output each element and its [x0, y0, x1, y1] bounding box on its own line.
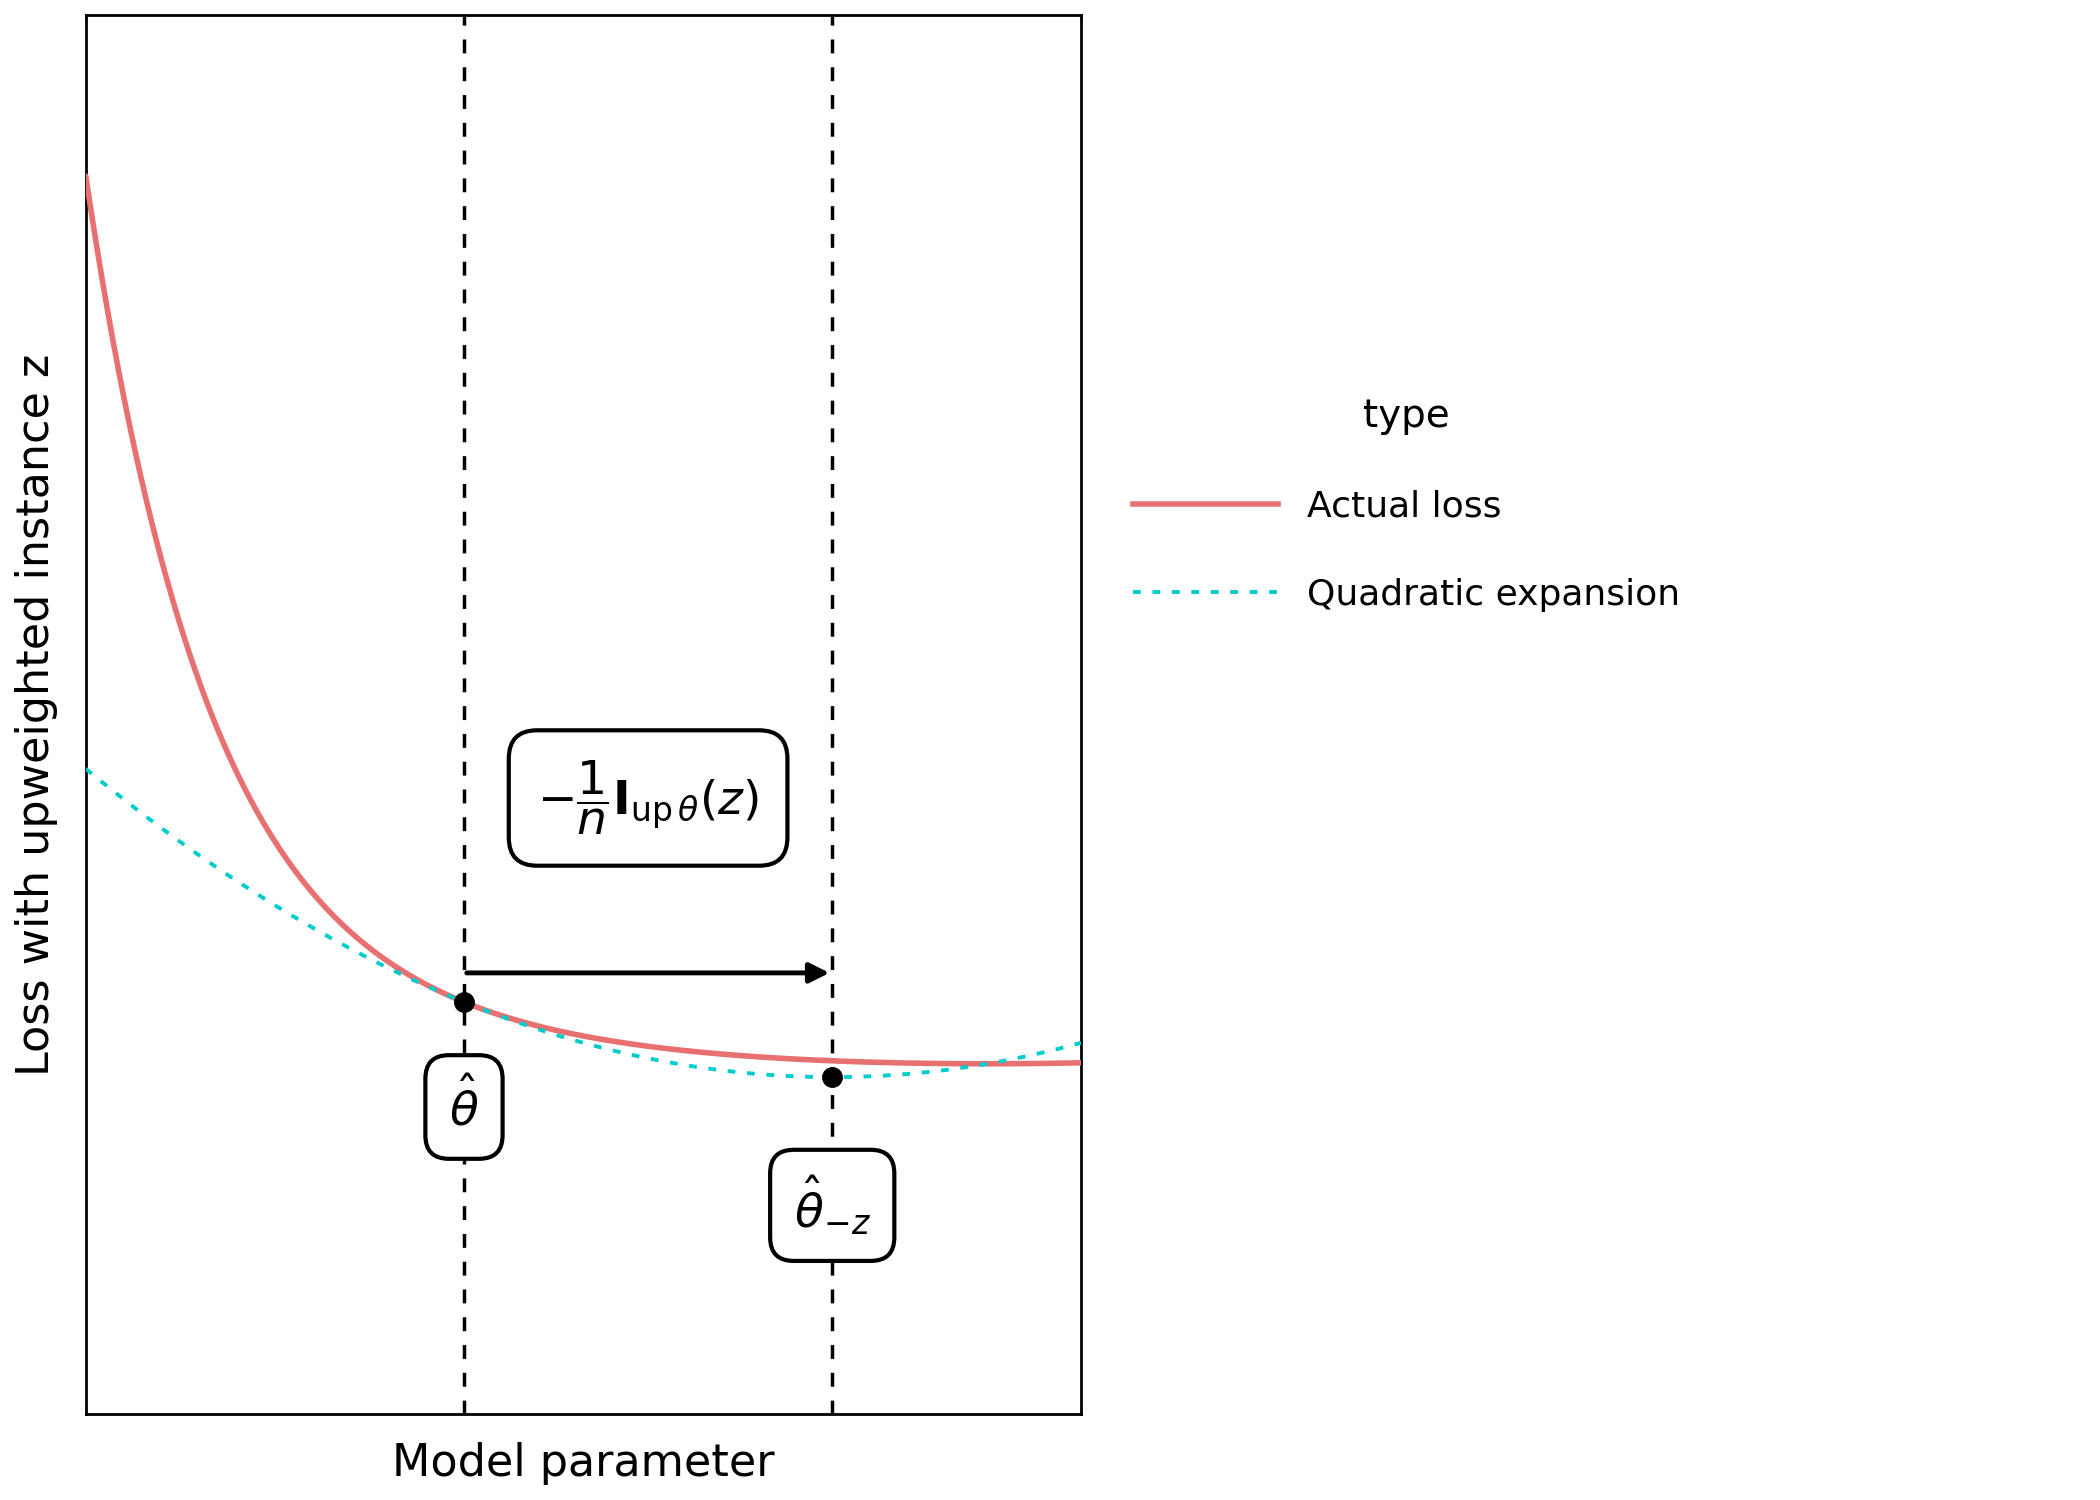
- Line: Quadratic expansion: Quadratic expansion: [86, 770, 1082, 1077]
- Actual loss: [1069, 1054, 1094, 1072]
- Text: $-\dfrac{1}{n}\mathbf{I}_{\mathrm{up\,}\theta}(z)$: $-\dfrac{1}{n}\mathbf{I}_{\mathrm{up\,}\…: [538, 759, 758, 837]
- Quadratic expansion: [1040, 1041, 1065, 1059]
- Legend: Actual loss, Quadratic expansion: Actual loss, Quadratic expansion: [1119, 382, 1695, 626]
- Line: Actual loss: Actual loss: [86, 176, 1082, 1064]
- Quadratic expansion: [1040, 1041, 1065, 1059]
- Text: $\hat{\theta}$: $\hat{\theta}$: [449, 1078, 479, 1136]
- Actual loss: [531, 1019, 556, 1036]
- Text: $\hat{\theta}_{-z}$: $\hat{\theta}_{-z}$: [794, 1173, 871, 1238]
- Quadratic expansion: [819, 1068, 844, 1086]
- Quadratic expansion: [124, 801, 149, 819]
- Actual loss: [1040, 1054, 1065, 1072]
- Quadratic expansion: [531, 1022, 556, 1040]
- Actual loss: [74, 166, 99, 184]
- Quadratic expansion: [1069, 1034, 1094, 1052]
- Actual loss: [974, 1054, 1000, 1072]
- Actual loss: [556, 1024, 582, 1042]
- Actual loss: [124, 448, 149, 466]
- Quadratic expansion: [74, 760, 99, 778]
- Quadratic expansion: [857, 1068, 882, 1086]
- Actual loss: [1040, 1054, 1065, 1072]
- X-axis label: Model parameter: Model parameter: [393, 1442, 775, 1485]
- Y-axis label: Loss with upweighted instance z: Loss with upweighted instance z: [15, 354, 59, 1076]
- Quadratic expansion: [556, 1030, 582, 1048]
- Actual loss: [857, 1053, 882, 1071]
